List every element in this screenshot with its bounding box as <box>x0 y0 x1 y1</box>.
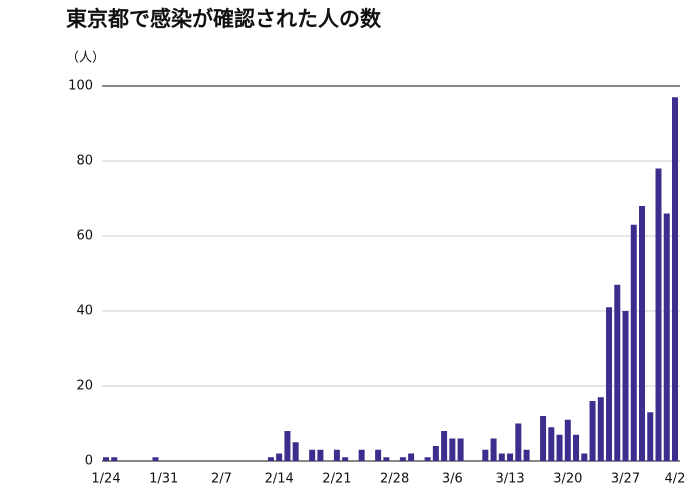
bar <box>342 457 349 461</box>
y-tick-label: 0 <box>85 454 93 469</box>
x-tick-label: 2/7 <box>211 472 232 487</box>
bar <box>548 427 555 461</box>
x-tick-label: 3/6 <box>442 472 463 487</box>
bar <box>630 224 637 461</box>
y-tick-label: 100 <box>68 79 93 94</box>
bar <box>399 457 406 461</box>
bar <box>309 449 316 461</box>
bar <box>490 438 497 461</box>
bar <box>564 419 571 461</box>
x-tick-label: 1/31 <box>149 472 178 487</box>
bar <box>639 206 646 461</box>
x-tick-label: 4/2 <box>665 472 686 487</box>
y-axis-label: （人） <box>66 51 105 66</box>
bar <box>498 453 505 461</box>
chart-title: 東京都で感染が確認された人の数 <box>66 7 382 31</box>
bar <box>589 401 596 461</box>
bar <box>581 453 588 461</box>
bar <box>540 416 547 461</box>
bar <box>556 434 563 461</box>
bar <box>606 307 613 461</box>
y-tick-label: 20 <box>76 379 93 394</box>
bar <box>647 412 654 461</box>
bar <box>358 449 365 461</box>
x-tick-label: 2/14 <box>265 472 294 487</box>
x-tick-label: 2/21 <box>322 472 351 487</box>
bar <box>103 457 109 461</box>
x-tick-label: 3/27 <box>611 472 640 487</box>
y-tick-label: 80 <box>76 154 93 169</box>
bar <box>267 457 274 461</box>
bar <box>111 457 118 461</box>
bar <box>383 457 390 461</box>
bar <box>597 397 604 461</box>
y-tick-label: 40 <box>76 304 93 319</box>
bar <box>276 453 283 461</box>
bar <box>292 442 299 461</box>
bar <box>408 453 415 461</box>
bar <box>507 453 514 461</box>
bar <box>614 284 621 461</box>
bar <box>424 457 431 461</box>
bar <box>515 423 522 461</box>
bar <box>441 431 448 461</box>
x-tick-label: 2/28 <box>380 472 409 487</box>
x-tick-label: 3/13 <box>495 472 524 487</box>
bar <box>375 449 382 461</box>
bar <box>432 446 439 461</box>
x-tick-label: 3/20 <box>553 472 582 487</box>
bar <box>672 97 678 461</box>
bar <box>622 311 629 461</box>
bar <box>333 449 340 461</box>
bar <box>457 438 464 461</box>
bar <box>523 449 530 461</box>
bar <box>663 213 670 461</box>
x-tick-label: 1/24 <box>91 472 120 487</box>
bar <box>317 449 324 461</box>
bar <box>284 431 291 461</box>
bar <box>482 449 489 461</box>
bar <box>573 434 580 461</box>
bar <box>152 457 159 461</box>
bar <box>655 168 662 461</box>
y-tick-label: 60 <box>76 229 93 244</box>
bar <box>449 438 456 461</box>
